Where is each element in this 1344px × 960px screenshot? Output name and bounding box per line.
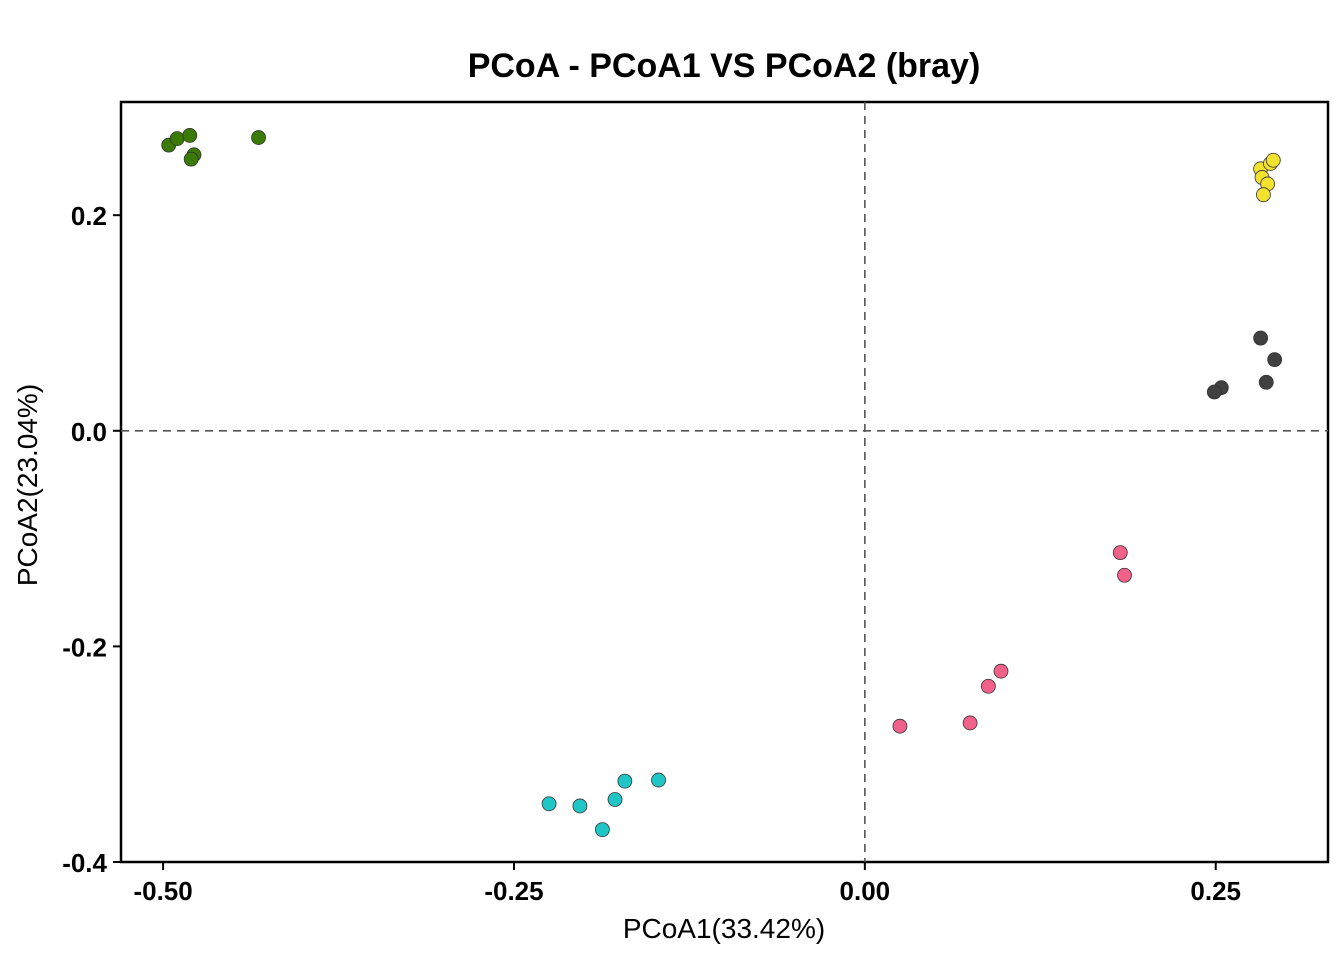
series-3-points [1206, 330, 1283, 400]
x-axis-label: PCoA1(33.42%) [623, 913, 825, 944]
data-point [1253, 330, 1269, 346]
data-point [1206, 384, 1222, 400]
y-tick-label: -0.2 [62, 632, 107, 662]
data-point [962, 715, 978, 731]
series-1-points [161, 128, 266, 167]
x-tick-label: -0.25 [484, 876, 543, 906]
y-tick-label: -0.4 [62, 848, 107, 878]
data-point [1117, 567, 1132, 583]
data-point [169, 131, 185, 147]
data-point [1265, 152, 1281, 168]
series-4-points [892, 545, 1132, 734]
chart-title: PCoA - PCoA1 VS PCoA2 (bray) [468, 47, 981, 85]
data-point [1258, 374, 1274, 390]
series-2-points [1253, 152, 1281, 203]
data-point [182, 128, 198, 143]
series-5-points [541, 772, 666, 838]
data-point [617, 773, 633, 789]
x-tick-label: 0.25 [1190, 876, 1241, 906]
y-tick-label: 0.0 [71, 417, 107, 447]
data-point [993, 663, 1009, 679]
plot-panel-border [119, 100, 1330, 864]
y-axis-label: PCoA2(23.04%) [12, 384, 43, 586]
reference-lines [121, 102, 1328, 862]
x-tick-label: 0.00 [840, 876, 891, 906]
y-axis-ticks: -0.4 -0.2 0.0 0.2 [62, 201, 121, 878]
data-point [572, 798, 588, 814]
data-point [183, 151, 199, 167]
data-point [980, 678, 996, 694]
data-point [607, 792, 623, 807]
data-point [251, 130, 266, 145]
data-point [1112, 545, 1128, 561]
x-axis-ticks: -0.50 -0.25 0.00 0.25 [133, 862, 1241, 906]
data-points [161, 128, 1283, 838]
y-tick-label: 0.2 [71, 201, 107, 231]
data-point [892, 718, 908, 734]
data-point [1256, 187, 1271, 203]
data-point [594, 822, 610, 838]
data-point [541, 796, 557, 812]
x-tick-label: -0.50 [133, 876, 192, 906]
data-point [1267, 352, 1283, 368]
data-point [651, 772, 666, 788]
